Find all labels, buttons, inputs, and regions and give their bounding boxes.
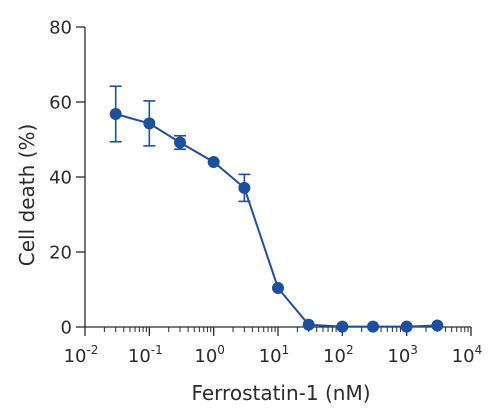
data-point: [367, 320, 380, 333]
y-tick-label: 0: [61, 318, 72, 339]
ticks: 0 20 40 60 80 10-2 10-1 100 101 102 103 104: [49, 18, 482, 368]
data-point: [336, 320, 349, 333]
data-point: [174, 136, 187, 149]
x-tick-label: 10-2: [64, 343, 99, 367]
x-tick-label: 103: [387, 343, 418, 367]
x-tick-label: 10-1: [128, 343, 163, 367]
y-tick-label: 20: [49, 243, 72, 264]
x-tick-label: 101: [259, 343, 290, 367]
x-axis-title: Ferrostatin-1 (nM): [191, 381, 370, 405]
data-point: [109, 108, 122, 120]
x-tick-label: 104: [452, 343, 483, 367]
data-point: [207, 156, 220, 168]
data-point: [431, 319, 444, 332]
x-tick-label: 100: [194, 343, 225, 367]
y-tick-label: 80: [49, 18, 72, 39]
y-axis-title: Cell death (%): [15, 124, 39, 266]
series-line: [115, 113, 438, 328]
series: [109, 85, 444, 333]
y-tick-label: 60: [49, 93, 72, 114]
data-point: [302, 318, 315, 331]
data-point: [272, 282, 284, 294]
x-tick-label: 102: [323, 343, 354, 367]
y-tick-label: 40: [49, 168, 72, 189]
data-point: [143, 117, 156, 130]
data-point: [400, 320, 413, 333]
data-point: [238, 181, 251, 194]
